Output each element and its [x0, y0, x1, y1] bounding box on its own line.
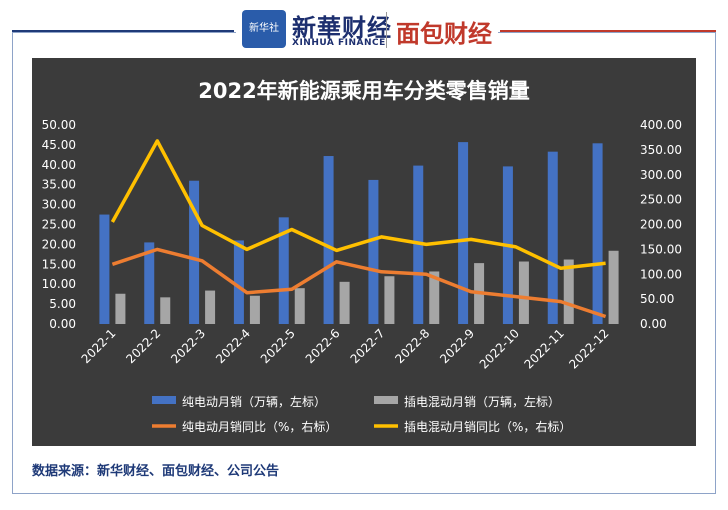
y-right-tick-label: 250.00	[640, 193, 682, 207]
chart-title: 2022年新能源乘用车分类零售销量	[198, 79, 529, 103]
y-right-tick-label: 300.00	[640, 168, 682, 182]
brand-mianbao: 面包财经	[396, 20, 492, 48]
y-right-tick-label: 0.00	[640, 317, 667, 331]
legend-label: 纯电动月销（万辆，左标）	[182, 394, 326, 409]
x-tick-label: 2022-1	[79, 326, 119, 366]
bar-phev	[339, 281, 350, 324]
source-note: 数据来源：新华财经、面包财经、公司公告	[32, 464, 280, 479]
legend-label: 插电混动月销同比（%，右标）	[404, 419, 571, 434]
bar-bev	[99, 214, 110, 324]
brand-xinhua-finance-cn: 新華财经	[292, 13, 392, 42]
header-rule-left	[12, 30, 234, 33]
y-right-tick-label: 400.00	[640, 118, 682, 132]
bar-phev	[249, 295, 260, 324]
bar-bev	[368, 179, 379, 324]
bar-phev	[115, 293, 126, 324]
bar-phev	[294, 288, 305, 324]
y-right-tick-label: 100.00	[640, 267, 682, 281]
x-tick-label: 2022-2	[123, 326, 163, 366]
bar-bev	[278, 217, 289, 324]
y-left-tick-label: 30.00	[42, 198, 76, 212]
x-tick-label: 2022-7	[348, 326, 388, 366]
bar-bev	[144, 242, 155, 324]
bar-bev	[458, 142, 469, 324]
x-tick-label: 2022-11	[522, 326, 567, 371]
y-left-tick-label: 20.00	[42, 237, 76, 251]
bar-bev	[189, 180, 200, 324]
legend-swatch	[374, 396, 398, 404]
header-divider	[386, 12, 387, 48]
bar-phev	[608, 250, 619, 324]
legend-label: 插电混动月销（万辆，左标）	[404, 394, 560, 409]
x-tick-label: 2022-3	[168, 326, 208, 366]
bar-bev	[592, 143, 603, 324]
y-right-tick-label: 200.00	[640, 218, 682, 232]
y-left-tick-label: 45.00	[42, 138, 76, 152]
x-tick-label: 2022-6	[303, 326, 343, 366]
bar-bev	[323, 156, 334, 324]
legend-swatch	[152, 396, 176, 404]
bar-bev	[233, 240, 244, 324]
y-left-tick-label: 50.00	[42, 118, 76, 132]
header: 新华社 新華财经 XINHUA FINANCE 面包财经	[236, 4, 498, 54]
brand-xinhua-finance-en: XINHUA FINANCE	[292, 38, 386, 48]
y-right-tick-label: 350.00	[640, 143, 682, 157]
bar-phev	[384, 276, 395, 324]
y-left-tick-label: 10.00	[42, 277, 76, 291]
y-left-tick-label: 35.00	[42, 178, 76, 192]
header-rule-right	[500, 30, 716, 33]
bar-phev	[429, 271, 440, 324]
bar-bev	[547, 151, 558, 324]
y-left-tick-label: 25.00	[42, 218, 76, 232]
xinhua-logo: 新华社	[242, 10, 286, 48]
x-tick-label: 2022-4	[213, 326, 253, 366]
y-left-tick-label: 0.00	[49, 317, 76, 331]
x-tick-label: 2022-12	[566, 326, 611, 371]
x-tick-label: 2022-10	[477, 326, 522, 371]
line-phev-yoy	[110, 139, 606, 271]
y-right-tick-label: 50.00	[640, 292, 674, 306]
chart-background	[32, 58, 696, 446]
x-tick-label: 2022-8	[392, 326, 432, 366]
legend-label: 纯电动月销同比（%，右标）	[182, 419, 337, 434]
x-tick-label: 2022-9	[437, 326, 477, 366]
x-tick-label: 2022-5	[258, 326, 298, 366]
bar-phev	[563, 259, 574, 324]
y-left-tick-label: 5.00	[49, 297, 76, 311]
line-bev-yoy	[111, 247, 607, 319]
y-left-tick-label: 15.00	[42, 257, 76, 271]
bar-phev	[518, 261, 529, 324]
y-left-tick-label: 40.00	[42, 158, 76, 172]
y-right-tick-label: 150.00	[640, 242, 682, 256]
bar-phev	[160, 297, 171, 324]
bar-phev	[205, 290, 216, 324]
